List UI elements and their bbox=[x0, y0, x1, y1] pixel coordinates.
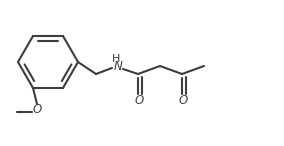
Text: H: H bbox=[112, 54, 120, 64]
Text: O: O bbox=[32, 104, 42, 117]
Text: N: N bbox=[114, 60, 122, 73]
Text: O: O bbox=[135, 94, 144, 107]
Text: O: O bbox=[179, 94, 188, 107]
